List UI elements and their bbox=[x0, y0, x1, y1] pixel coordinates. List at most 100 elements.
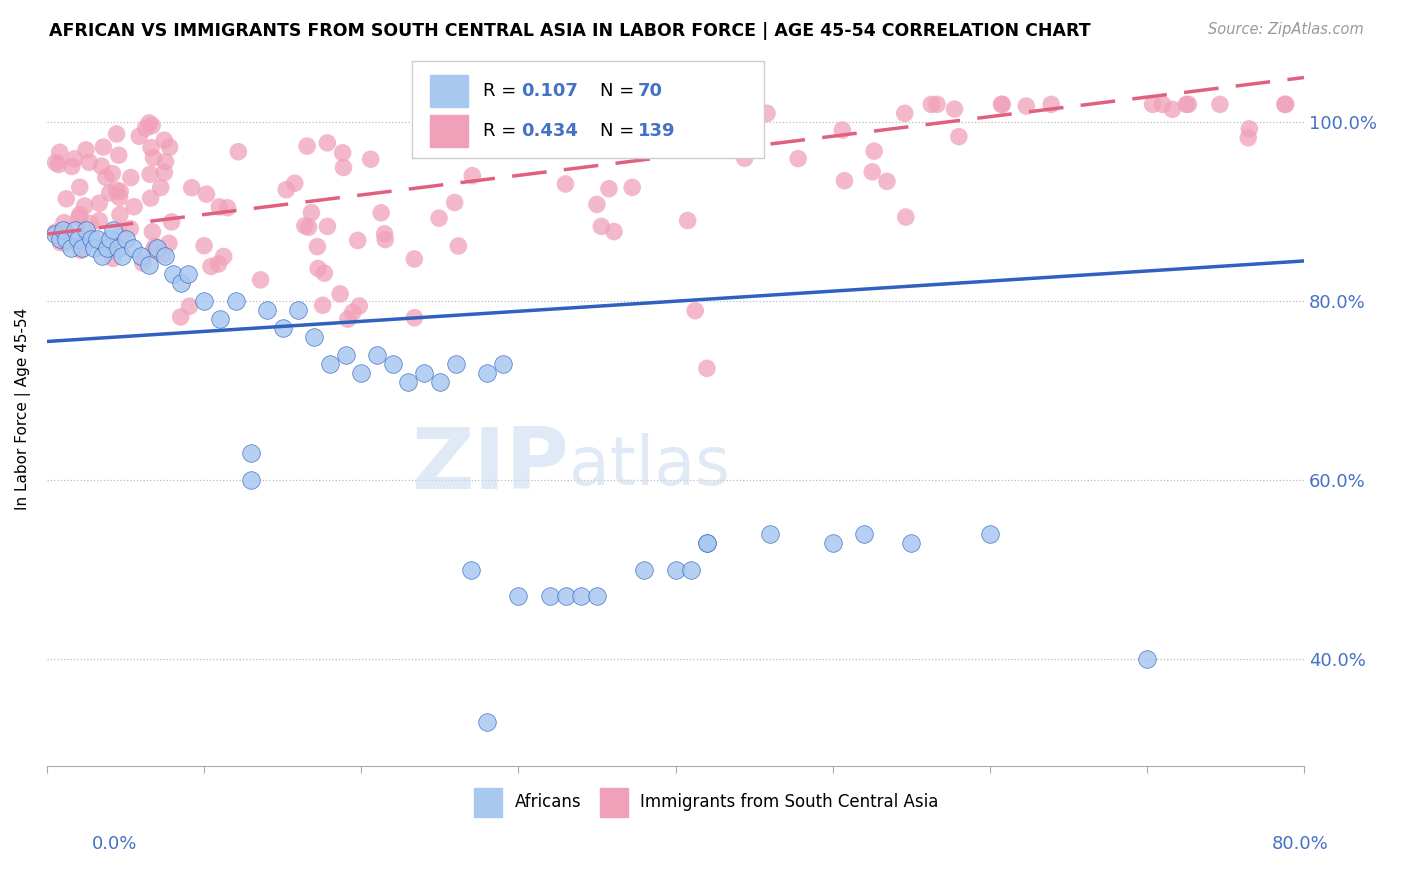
Point bbox=[45, 225, 67, 239]
Point bbox=[664, 563, 686, 577]
Bar bbox=[474, 788, 502, 816]
Point bbox=[1274, 97, 1296, 112]
Point bbox=[360, 152, 382, 166]
Point bbox=[894, 210, 917, 224]
Point bbox=[991, 97, 1014, 112]
Point bbox=[621, 180, 644, 194]
Point bbox=[346, 234, 368, 248]
Point bbox=[863, 144, 886, 158]
Point bbox=[1142, 97, 1164, 112]
Point bbox=[404, 310, 426, 325]
Point bbox=[139, 167, 162, 181]
Point bbox=[75, 143, 97, 157]
Point bbox=[108, 190, 131, 204]
Point bbox=[94, 170, 117, 185]
Point bbox=[179, 299, 201, 313]
Point bbox=[52, 222, 75, 236]
Point bbox=[142, 151, 165, 165]
Point bbox=[157, 236, 180, 251]
Point bbox=[193, 239, 215, 253]
Point bbox=[460, 563, 482, 577]
Point bbox=[101, 167, 124, 181]
Point bbox=[676, 213, 699, 227]
Point bbox=[920, 97, 942, 112]
Point bbox=[105, 127, 128, 141]
Point bbox=[153, 133, 176, 147]
Point bbox=[1136, 652, 1159, 666]
Point bbox=[853, 526, 876, 541]
Point bbox=[429, 375, 451, 389]
Point bbox=[374, 227, 396, 241]
Point bbox=[132, 256, 155, 270]
Point bbox=[1152, 97, 1174, 112]
Point bbox=[169, 277, 191, 291]
Point bbox=[225, 294, 247, 309]
Point bbox=[979, 526, 1001, 541]
Point bbox=[98, 186, 121, 200]
Point bbox=[335, 348, 357, 362]
Point bbox=[586, 197, 609, 211]
Text: atlas: atlas bbox=[568, 433, 730, 499]
Point bbox=[683, 303, 706, 318]
Point bbox=[48, 231, 70, 245]
Point bbox=[108, 185, 131, 199]
Point bbox=[105, 183, 128, 197]
Point bbox=[1237, 130, 1260, 145]
Point bbox=[427, 211, 450, 226]
Point bbox=[80, 231, 103, 245]
Point bbox=[107, 148, 129, 162]
Point bbox=[75, 222, 97, 236]
Point bbox=[696, 536, 718, 550]
Point bbox=[1275, 97, 1298, 112]
Point bbox=[681, 563, 703, 577]
Point bbox=[633, 563, 655, 577]
Point bbox=[155, 154, 177, 169]
Point bbox=[302, 330, 325, 344]
Point bbox=[554, 590, 576, 604]
Point bbox=[193, 294, 215, 309]
Point bbox=[143, 239, 166, 253]
Point bbox=[756, 106, 779, 120]
Point bbox=[128, 129, 150, 144]
Point bbox=[900, 536, 922, 550]
Point bbox=[138, 259, 160, 273]
Bar bbox=[600, 788, 627, 816]
Point bbox=[332, 145, 354, 160]
Point bbox=[591, 219, 613, 234]
Point bbox=[276, 183, 298, 197]
Point bbox=[307, 239, 329, 253]
Point bbox=[217, 201, 239, 215]
Point bbox=[200, 260, 222, 274]
Text: N =: N = bbox=[600, 122, 640, 140]
Point bbox=[170, 310, 193, 324]
Point bbox=[990, 97, 1012, 112]
Point bbox=[149, 180, 172, 194]
Point bbox=[195, 187, 218, 202]
Point bbox=[114, 231, 136, 245]
Point bbox=[1175, 97, 1198, 112]
Text: Immigrants from South Central Asia: Immigrants from South Central Asia bbox=[640, 793, 939, 811]
Point bbox=[100, 244, 122, 258]
Point bbox=[48, 157, 70, 171]
Point bbox=[759, 526, 782, 541]
Point bbox=[83, 240, 105, 254]
Point bbox=[60, 160, 83, 174]
Point bbox=[444, 357, 467, 371]
Point bbox=[135, 121, 157, 136]
Point bbox=[44, 227, 66, 241]
Point bbox=[45, 155, 67, 169]
Point bbox=[443, 195, 465, 210]
Point bbox=[696, 361, 718, 376]
Point bbox=[207, 257, 229, 271]
Text: Source: ZipAtlas.com: Source: ZipAtlas.com bbox=[1208, 22, 1364, 37]
Point bbox=[65, 222, 87, 236]
Point bbox=[461, 169, 484, 183]
Point bbox=[301, 205, 323, 219]
Point bbox=[586, 590, 609, 604]
Y-axis label: In Labor Force | Age 45-54: In Labor Force | Age 45-54 bbox=[15, 308, 31, 509]
Point bbox=[180, 180, 202, 194]
Point bbox=[59, 240, 82, 254]
Point bbox=[366, 348, 388, 362]
Point bbox=[860, 165, 883, 179]
Point bbox=[316, 136, 339, 150]
